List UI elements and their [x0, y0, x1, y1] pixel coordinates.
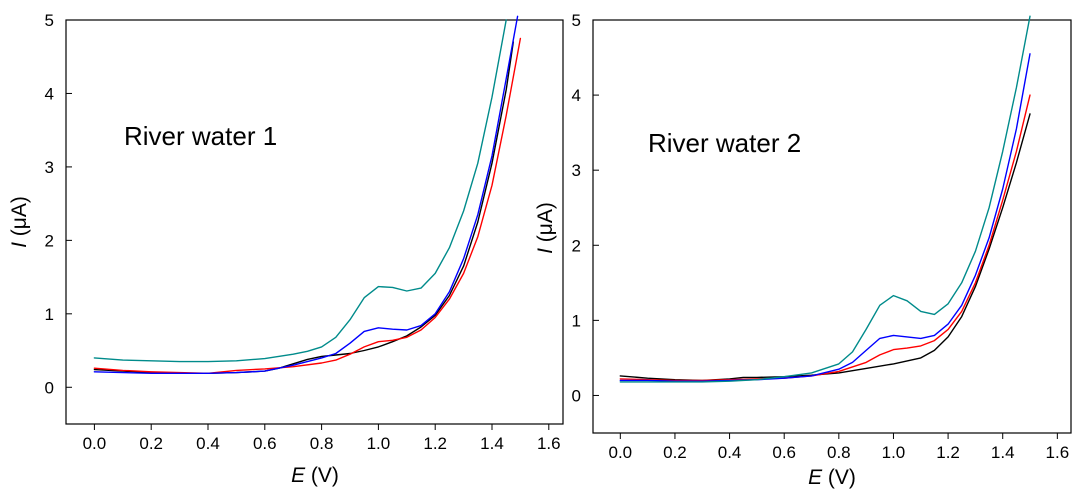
- x-tick-label: 1.0: [882, 443, 906, 462]
- x-tick-label: 0.8: [827, 443, 851, 462]
- series-line-4: [619, 15, 1031, 383]
- x-tick-label: 1.0: [367, 434, 391, 453]
- y-tick-label: 0: [572, 386, 581, 405]
- x-tick-label: 1.2: [423, 434, 447, 453]
- series-line-3: [619, 53, 1031, 382]
- series-line-2: [93, 37, 522, 374]
- x-tick-label: 0.4: [718, 443, 742, 462]
- series-line-4: [93, 19, 507, 363]
- y-tick-label: 4: [45, 84, 54, 103]
- y-tick-label: 1: [572, 311, 581, 330]
- x-tick-label: 0.0: [83, 434, 107, 453]
- series-line-1: [93, 41, 514, 374]
- x-tick-label: 0.2: [663, 443, 687, 462]
- plot-frame: [65, 19, 564, 425]
- x-axis-label: E (V): [291, 464, 339, 487]
- series-line-3: [93, 15, 519, 374]
- panel-title: River water 2: [648, 128, 801, 158]
- y-tick-label: 3: [45, 158, 54, 177]
- x-tick-label: 0.8: [310, 434, 334, 453]
- series-line-2: [619, 94, 1031, 382]
- x-tick-label: 1.6: [1046, 443, 1070, 462]
- plot-frame: [592, 19, 1072, 434]
- y-tick-label: 5: [572, 11, 581, 30]
- x-tick-label: 0.4: [196, 434, 220, 453]
- x-tick-label: 1.6: [537, 434, 561, 453]
- x-axis-label: E (V): [808, 466, 856, 489]
- x-tick-label: 0.0: [608, 443, 632, 462]
- y-tick-label: 4: [572, 86, 581, 105]
- y-tick-label: 2: [572, 236, 581, 255]
- y-tick-label: 3: [572, 161, 581, 180]
- x-tick-label: 0.6: [772, 443, 796, 462]
- y-tick-label: 0: [45, 378, 54, 397]
- y-axis-label: I (μA): [534, 202, 557, 254]
- panel-title: River water 1: [124, 121, 277, 151]
- chart-panel-river-water-2: River water 2 E (V) I (μA) 0.0 0.2 0.4 0.6 0…: [534, 11, 1072, 489]
- x-tick-label: 0.2: [139, 434, 163, 453]
- x-tick-label: 1.2: [936, 443, 960, 462]
- x-tick-label: 1.4: [991, 443, 1015, 462]
- x-tick-label: 0.6: [253, 434, 277, 453]
- y-axis-label: I (μA): [8, 196, 31, 248]
- y-tick-label: 1: [45, 305, 54, 324]
- y-tick-label: 5: [45, 11, 54, 30]
- y-tick-label: 2: [45, 231, 54, 250]
- x-tick-label: 1.4: [480, 434, 504, 453]
- chart-panel-river-water-1: River water 1 E (V) I (μA) 0.0 0.2 0.4 0.6 0…: [8, 11, 564, 487]
